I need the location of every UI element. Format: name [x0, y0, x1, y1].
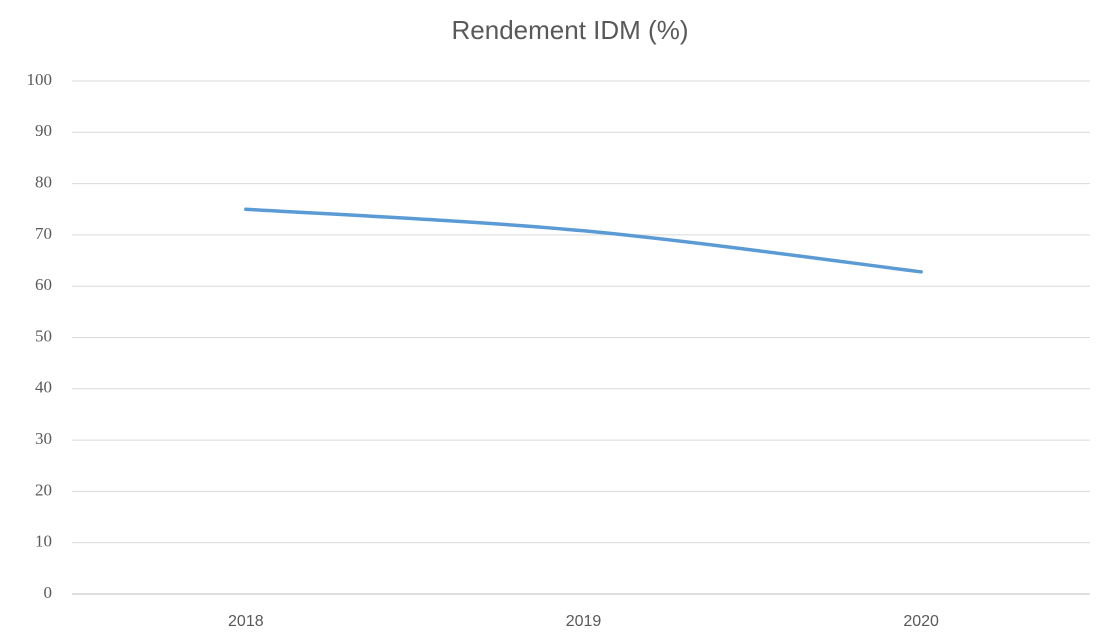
y-tick-label: 90	[35, 121, 52, 140]
y-tick-label: 10	[35, 532, 52, 551]
x-tick-label: 2019	[566, 613, 602, 630]
y-tick-label: 30	[35, 429, 52, 448]
y-tick-label: 80	[35, 173, 52, 192]
x-tick-label: 2018	[228, 613, 264, 630]
chart-title: Rendement IDM (%)	[452, 15, 689, 45]
y-tick-label: 50	[35, 326, 52, 345]
y-tick-label: 100	[27, 70, 53, 89]
y-tick-label: 20	[35, 480, 52, 499]
y-tick-label: 40	[35, 378, 52, 397]
y-tick-label: 60	[35, 275, 52, 294]
y-tick-label: 70	[35, 224, 52, 243]
x-tick-label: 2020	[903, 613, 939, 630]
line-series	[244, 207, 923, 274]
y-tick-label: 0	[44, 583, 53, 602]
